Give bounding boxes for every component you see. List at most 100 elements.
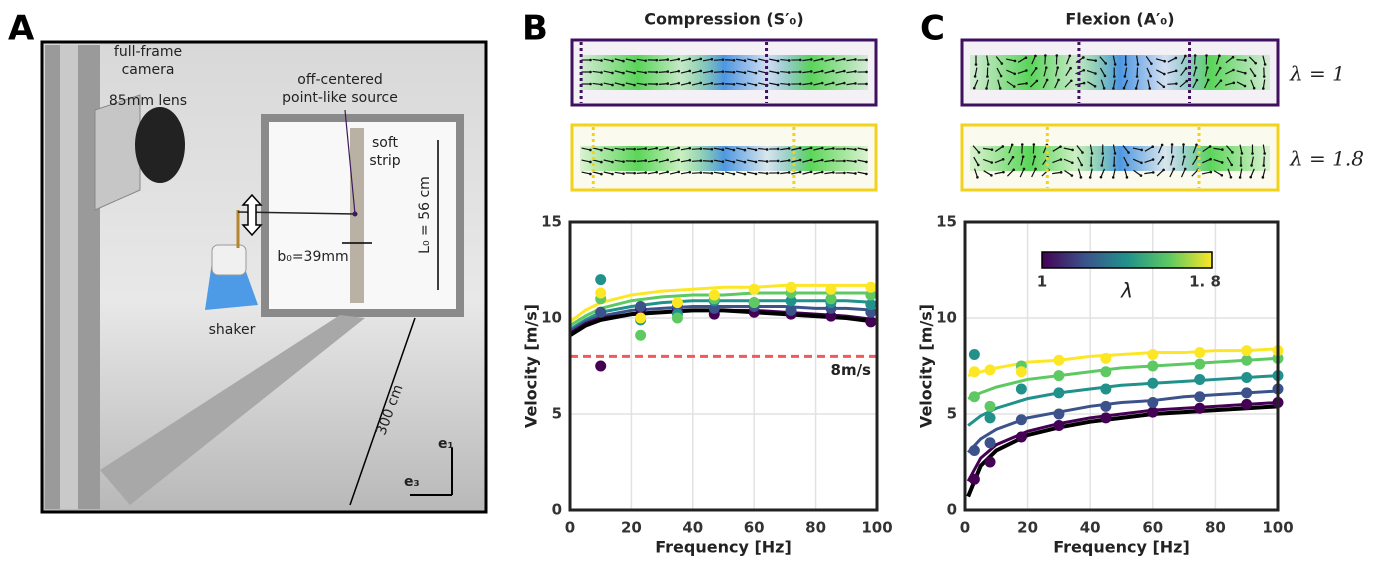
data-point: [984, 364, 996, 376]
data-point: [1241, 345, 1253, 357]
field-arrowhead: [1150, 62, 1153, 65]
field-arrowhead: [743, 71, 747, 75]
x-tick-label: 60: [744, 519, 765, 537]
field-arrow: [691, 148, 701, 150]
field-arrow: [1063, 147, 1073, 151]
field-arrow: [736, 159, 746, 163]
shake-arrow: [241, 193, 263, 237]
field-arrowhead: [754, 59, 758, 63]
field-arrow: [1112, 55, 1116, 65]
field-arrow: [974, 168, 978, 178]
field-arrow: [1262, 168, 1266, 178]
field-arrowhead: [633, 83, 636, 87]
data-point: [1147, 396, 1159, 408]
x-tick-label: 80: [1205, 519, 1226, 537]
field-arrowhead: [710, 81, 714, 85]
field-arrowhead: [1160, 143, 1164, 147]
field-arrowhead: [1001, 157, 1005, 161]
field-arrowhead: [776, 171, 780, 175]
data-point: [1147, 360, 1159, 372]
field-arrow: [1250, 168, 1255, 178]
field-arrow: [802, 147, 812, 151]
field-arrowhead: [1057, 78, 1060, 82]
field-arrow: [669, 58, 679, 62]
field-arrow: [747, 82, 757, 86]
photo-label: shaker: [209, 322, 256, 338]
charts: B Compression (S′₀)0 20 40 60 80 1000510158m/s…: [522, 9, 1364, 557]
field-arrow: [846, 58, 856, 62]
field-arrow: [846, 70, 856, 74]
field-arrowhead: [1193, 54, 1197, 57]
x-tick-label: 100: [861, 519, 892, 537]
field-arrowhead: [688, 81, 692, 85]
field-arrowhead: [1185, 79, 1189, 83]
y-tick-label: 5: [552, 405, 562, 423]
photo-label: e₁: [438, 436, 454, 452]
shaker-top: [211, 244, 247, 276]
x-axis-label: Frequency [Hz]: [655, 538, 792, 557]
field-arrow: [636, 148, 646, 150]
field-arrowhead: [688, 158, 692, 162]
field-arrow: [1112, 144, 1116, 154]
field-arrow: [857, 171, 867, 175]
field-arrow: [658, 59, 668, 61]
field-arrowhead: [854, 160, 857, 163]
field-arrowhead: [1111, 176, 1115, 179]
field-arrow: [1191, 156, 1198, 166]
field-arrow: [647, 159, 657, 163]
field-arrowhead: [832, 159, 835, 162]
field-arrow: [983, 158, 992, 164]
photo-label: b₀=39mm: [277, 249, 348, 265]
field-arrow: [603, 58, 613, 62]
data-point: [968, 348, 980, 360]
field-arrowhead: [832, 147, 835, 150]
photo-panel: A full-frame camera 85mm lens off-center…: [8, 9, 488, 514]
field-arrow: [1052, 146, 1061, 152]
field-arrow: [1239, 144, 1243, 154]
field-arrowhead: [809, 170, 813, 174]
field-arrowhead: [1082, 68, 1086, 72]
field-arrowhead: [1208, 145, 1212, 148]
field-arrowhead: [677, 81, 681, 85]
field-arrowhead: [1012, 85, 1016, 88]
field-arrowhead: [787, 171, 791, 174]
field-arrowhead: [1251, 152, 1254, 155]
field-arrowhead: [666, 170, 669, 174]
y-tick-label: 10: [541, 309, 562, 327]
field-arrow: [691, 70, 701, 74]
field-arrowhead: [1089, 164, 1093, 167]
data-point: [635, 329, 647, 341]
field-arrow: [1179, 80, 1188, 88]
field-arrow: [1101, 156, 1105, 166]
data-point: [1053, 408, 1065, 420]
field-arrow: [713, 171, 724, 175]
field-arrowhead: [644, 83, 647, 86]
field-arrow: [1180, 168, 1186, 178]
field-arrowhead: [1148, 87, 1152, 90]
data-point: [1194, 347, 1206, 359]
field-arrow: [802, 171, 812, 175]
field-arrow: [669, 70, 679, 74]
field-arrowhead: [743, 83, 747, 87]
field-arrow: [758, 147, 768, 151]
field-arrow: [813, 82, 823, 86]
field-arrowhead: [710, 57, 714, 61]
data-point: [1241, 387, 1253, 399]
field-arrowhead: [1136, 63, 1140, 66]
field-arrowhead: [622, 172, 625, 175]
field-arrowhead: [600, 160, 603, 164]
colorbar-label: λ: [1120, 279, 1133, 303]
data-point: [635, 300, 647, 312]
field-arrowhead: [1221, 148, 1224, 151]
field-arrowhead: [831, 57, 835, 61]
field-arrow: [1112, 79, 1116, 89]
field-arrow: [1031, 168, 1037, 178]
field-arrowhead: [986, 75, 989, 78]
field-arrow: [713, 59, 724, 61]
field-arrow: [636, 160, 646, 162]
field-arrow: [647, 171, 657, 175]
field-arrow: [791, 171, 801, 175]
field-arrow: [1123, 156, 1129, 166]
field-arrowhead: [974, 63, 978, 66]
field-arrow: [1201, 171, 1211, 175]
